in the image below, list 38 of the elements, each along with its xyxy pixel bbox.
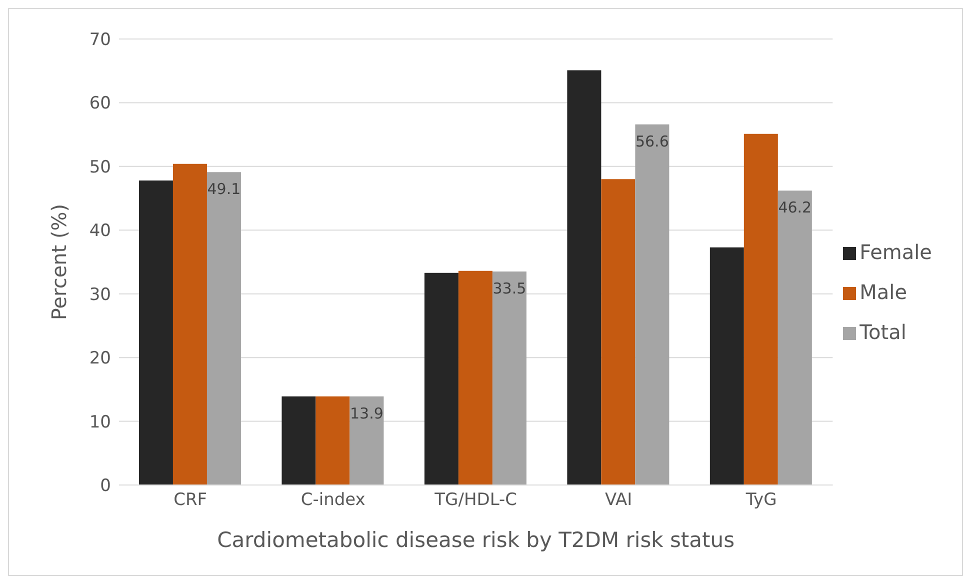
x-tick-label: CRF	[174, 490, 208, 510]
legend-label: Female	[860, 240, 932, 264]
bar	[744, 134, 778, 485]
bar	[172, 164, 207, 485]
legend-label: Male	[860, 280, 908, 304]
bar	[316, 396, 350, 485]
bar	[778, 190, 812, 485]
x-tick-label: TyG	[744, 490, 777, 510]
y-tick-label: 40	[89, 221, 111, 242]
x-axis-title: Cardiometabolic disease risk by T2DM risk status	[217, 528, 735, 552]
y-tick-label: 0	[100, 476, 111, 496]
bar	[567, 70, 602, 485]
bar	[492, 272, 526, 485]
data-label: 33.5	[492, 280, 526, 298]
bar	[350, 396, 384, 485]
y-axis-title: Percent (%)	[47, 204, 72, 320]
data-label: 13.9	[350, 404, 384, 422]
y-tick-label: 20	[89, 348, 111, 369]
y-tick-label: 70	[89, 30, 111, 50]
data-label: 56.6	[635, 132, 669, 150]
bar	[458, 270, 492, 485]
y-tick-label: 10	[89, 412, 111, 432]
bar	[710, 247, 744, 485]
y-tick-label: 50	[89, 157, 111, 178]
data-label: 49.1	[207, 180, 241, 198]
x-tick-label: VAI	[604, 490, 632, 510]
x-tick-label: TG/HDL-C	[434, 490, 518, 510]
bar	[635, 124, 670, 485]
y-tick-label: 30	[89, 284, 111, 305]
legend-label: Total	[860, 320, 906, 344]
bar	[282, 396, 316, 485]
bar	[138, 180, 173, 485]
x-tick-label: C-index	[300, 490, 366, 510]
bar	[601, 179, 636, 485]
bar	[424, 272, 458, 485]
y-tick-label: 60	[89, 94, 111, 114]
bar	[206, 172, 241, 485]
data-label: 46.2	[778, 198, 812, 217]
